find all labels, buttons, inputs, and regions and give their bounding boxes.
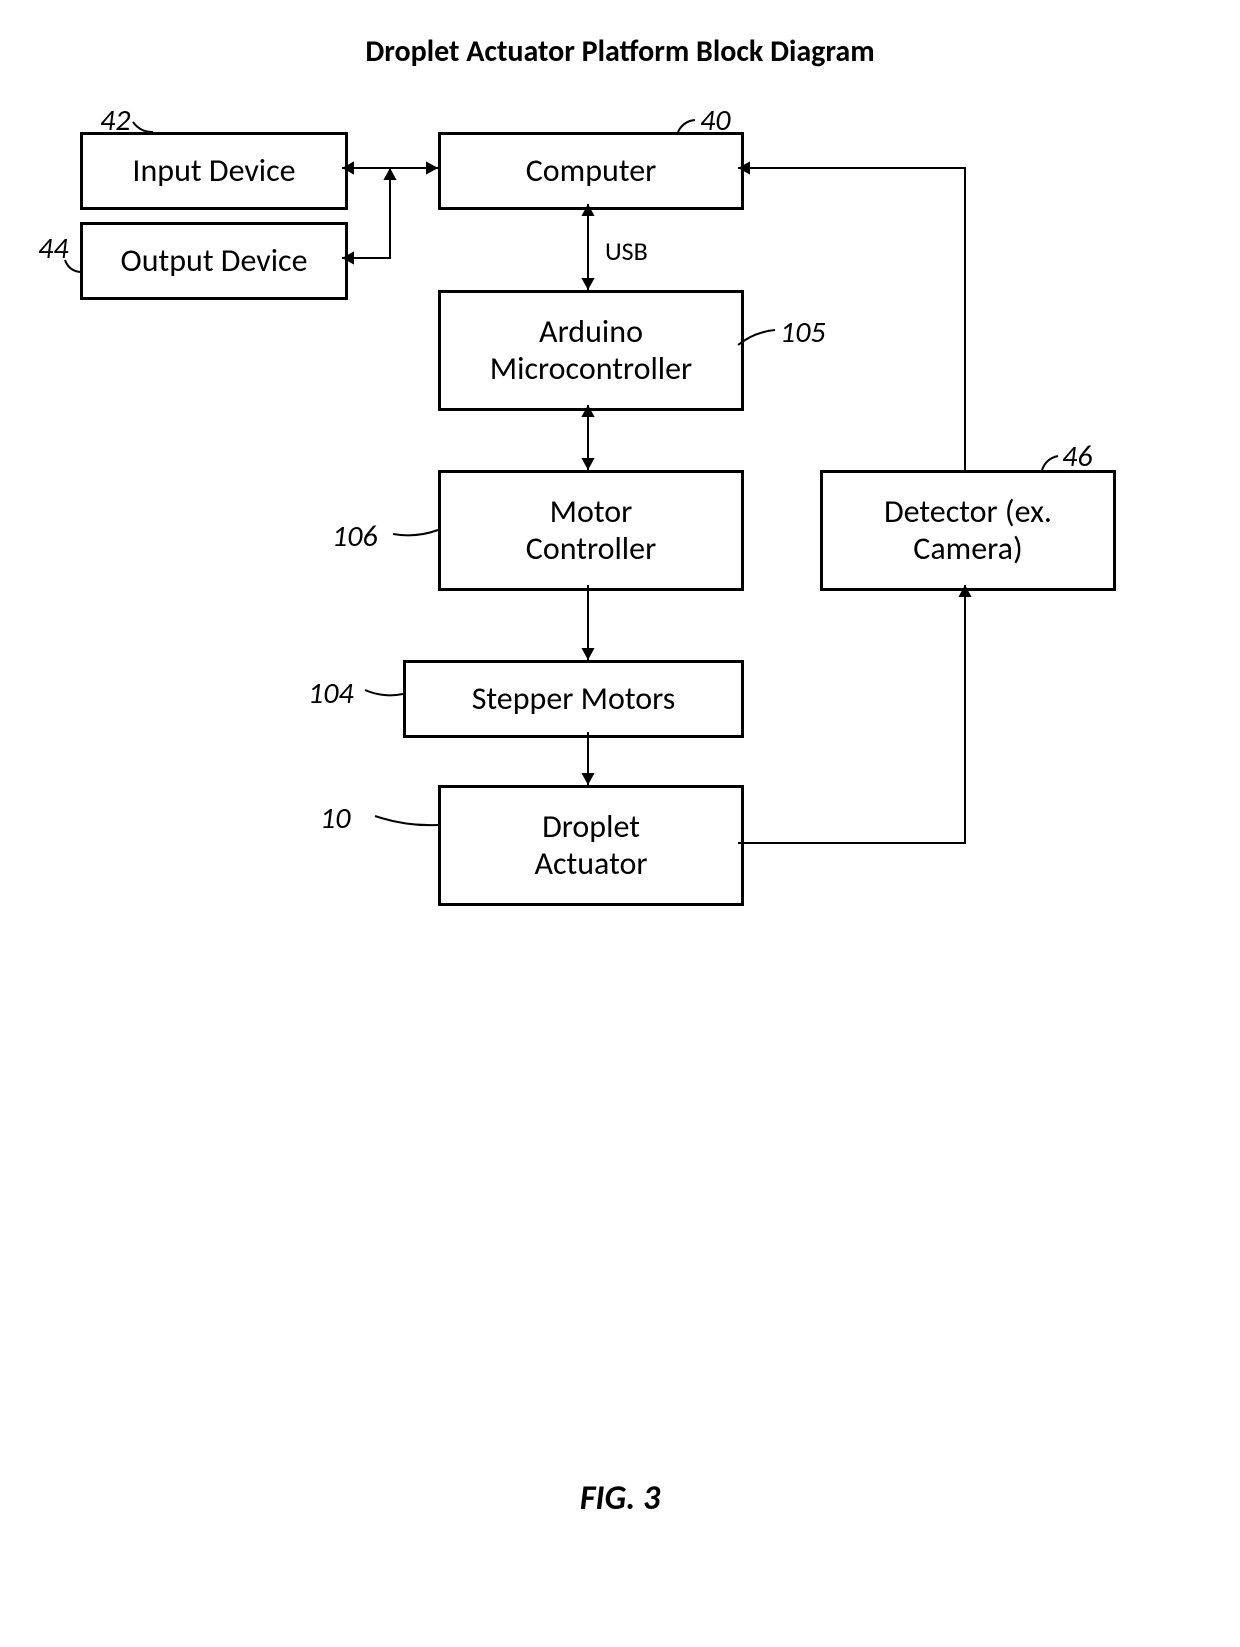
- node-label: Stepper Motors: [472, 681, 676, 718]
- ref-10: 10: [320, 800, 350, 837]
- leader-106: [393, 530, 438, 535]
- node-input: Input Device: [80, 132, 348, 210]
- ref-104: 104: [308, 675, 354, 712]
- node-label: Computer: [526, 153, 657, 190]
- edge-computer-output: [342, 168, 390, 258]
- leader-42: [133, 122, 153, 132]
- node-actuator: DropletActuator: [438, 785, 744, 906]
- edge-label-computer-arduino: USB: [605, 235, 648, 267]
- node-label: Detector (ex.Camera): [884, 494, 1052, 568]
- node-output: Output Device: [80, 222, 348, 300]
- ref-40: 40: [700, 102, 730, 139]
- ref-105: 105: [780, 314, 826, 351]
- node-arduino: ArduinoMicrocontroller: [438, 290, 744, 411]
- ref-42: 42: [100, 102, 130, 139]
- leader-104: [365, 690, 403, 695]
- node-label: Output Device: [121, 243, 308, 280]
- node-label: ArduinoMicrocontroller: [490, 314, 692, 388]
- leader-10: [375, 816, 438, 825]
- leader-40: [678, 120, 695, 132]
- ref-44: 44: [38, 230, 68, 267]
- edge-actuator-detector: [738, 585, 965, 843]
- node-stepper: Stepper Motors: [403, 660, 744, 738]
- edge-detector-computer: [738, 168, 965, 470]
- node-label: DropletActuator: [534, 809, 647, 883]
- node-label: MotorController: [526, 494, 656, 568]
- ref-106: 106: [332, 518, 378, 555]
- leader-46: [1042, 456, 1058, 470]
- node-label: Input Device: [132, 153, 295, 190]
- node-computer: Computer: [438, 132, 744, 210]
- diagram-title: Droplet Actuator Platform Block Diagram: [0, 33, 1240, 70]
- node-motorctl: MotorController: [438, 470, 744, 591]
- node-detector: Detector (ex.Camera): [820, 470, 1116, 591]
- figure-label: FIG. 3: [0, 1478, 1240, 1519]
- ref-46: 46: [1062, 438, 1092, 475]
